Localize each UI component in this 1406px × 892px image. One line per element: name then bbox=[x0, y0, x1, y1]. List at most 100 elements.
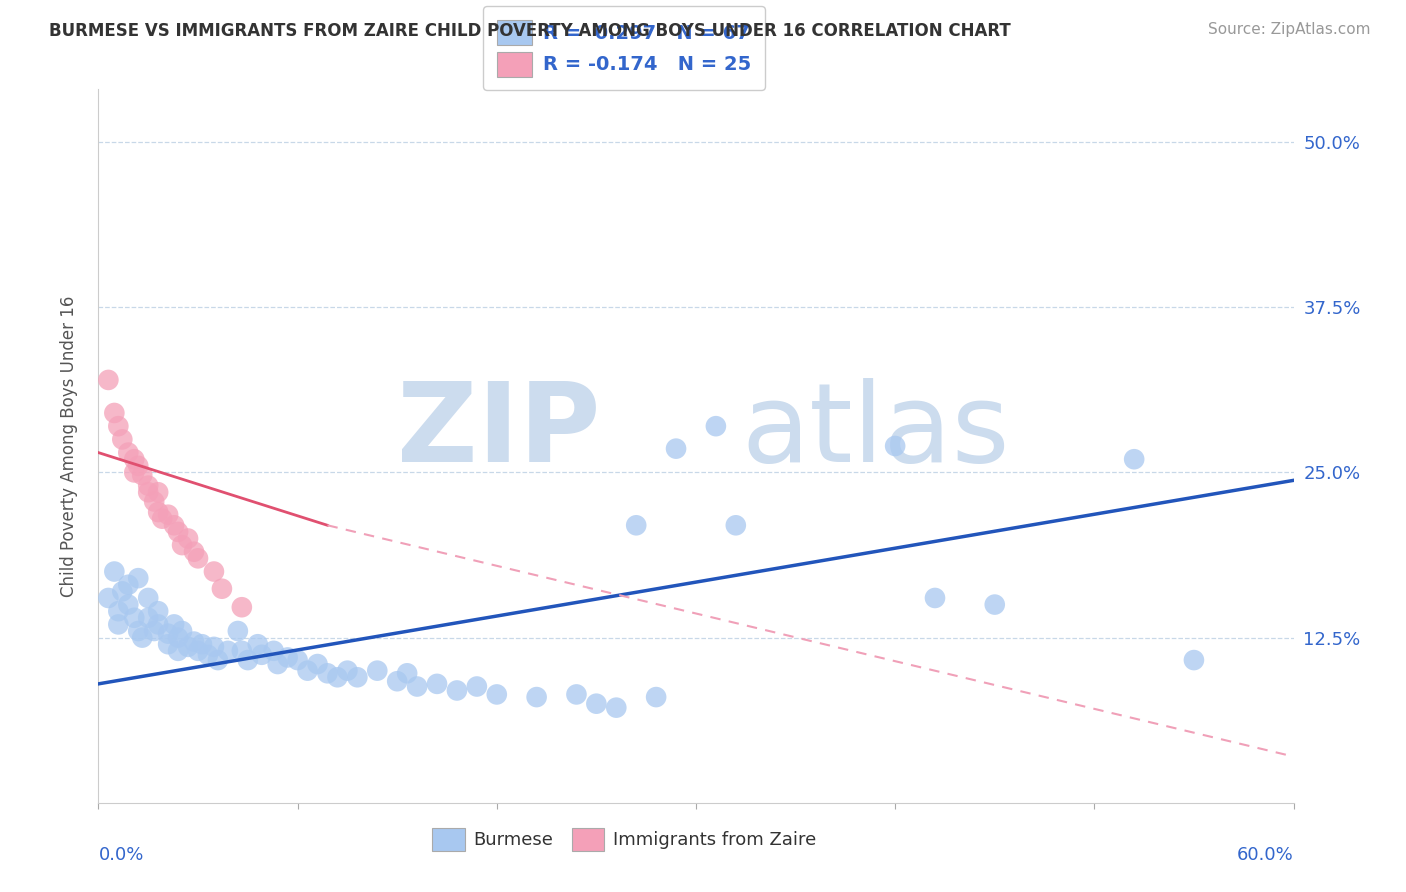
Point bbox=[131, 631, 153, 645]
Point bbox=[127, 571, 149, 585]
Point bbox=[336, 664, 359, 678]
Point bbox=[366, 664, 388, 678]
Point bbox=[277, 650, 299, 665]
Point bbox=[202, 565, 225, 579]
Point bbox=[107, 604, 129, 618]
Point bbox=[131, 468, 153, 483]
Point bbox=[167, 524, 190, 539]
Text: 60.0%: 60.0% bbox=[1237, 846, 1294, 863]
Point bbox=[1123, 452, 1146, 467]
Point bbox=[236, 653, 259, 667]
Point bbox=[97, 591, 120, 605]
Point bbox=[231, 600, 253, 615]
Point bbox=[316, 666, 339, 681]
Point bbox=[526, 690, 548, 704]
Point bbox=[136, 478, 159, 492]
Point bbox=[148, 485, 170, 500]
Point bbox=[163, 518, 186, 533]
Point bbox=[426, 677, 449, 691]
Point bbox=[97, 373, 120, 387]
Point bbox=[172, 538, 194, 552]
Text: Source: ZipAtlas.com: Source: ZipAtlas.com bbox=[1208, 22, 1371, 37]
Text: 0.0%: 0.0% bbox=[98, 846, 143, 863]
Point bbox=[307, 657, 329, 671]
Point bbox=[136, 591, 159, 605]
Point bbox=[211, 582, 233, 596]
Point bbox=[127, 624, 149, 638]
Point bbox=[187, 551, 209, 566]
Y-axis label: Child Poverty Among Boys Under 16: Child Poverty Among Boys Under 16 bbox=[59, 295, 77, 597]
Point bbox=[107, 617, 129, 632]
Point bbox=[136, 485, 159, 500]
Text: ZIP: ZIP bbox=[396, 378, 600, 485]
Point bbox=[465, 680, 488, 694]
Point bbox=[136, 611, 159, 625]
Point bbox=[163, 617, 186, 632]
Point bbox=[124, 452, 146, 467]
Point bbox=[297, 664, 319, 678]
Point bbox=[385, 674, 409, 689]
Point bbox=[117, 578, 139, 592]
Point bbox=[117, 445, 139, 459]
Point bbox=[446, 683, 468, 698]
Point bbox=[183, 545, 205, 559]
Point bbox=[226, 624, 249, 638]
Point bbox=[231, 644, 253, 658]
Point bbox=[645, 690, 668, 704]
Point bbox=[177, 640, 200, 654]
Point bbox=[884, 439, 907, 453]
Point bbox=[626, 518, 648, 533]
Point bbox=[217, 644, 239, 658]
Point bbox=[148, 505, 170, 519]
Point bbox=[111, 433, 134, 447]
Point bbox=[346, 670, 368, 684]
Text: atlas: atlas bbox=[741, 378, 1010, 485]
Point bbox=[250, 648, 273, 662]
Point bbox=[396, 666, 419, 681]
Point bbox=[150, 511, 173, 525]
Point bbox=[177, 532, 200, 546]
Point bbox=[191, 637, 214, 651]
Point bbox=[143, 494, 166, 508]
Legend: Burmese, Immigrants from Zaire: Burmese, Immigrants from Zaire bbox=[425, 821, 824, 858]
Point bbox=[263, 644, 285, 658]
Point bbox=[202, 640, 225, 654]
Text: BURMESE VS IMMIGRANTS FROM ZAIRE CHILD POVERTY AMONG BOYS UNDER 16 CORRELATION C: BURMESE VS IMMIGRANTS FROM ZAIRE CHILD P… bbox=[49, 22, 1011, 40]
Point bbox=[117, 598, 139, 612]
Point bbox=[724, 518, 747, 533]
Point bbox=[246, 637, 269, 651]
Point bbox=[565, 688, 588, 702]
Point bbox=[111, 584, 134, 599]
Point bbox=[1182, 653, 1205, 667]
Point bbox=[704, 419, 727, 434]
Point bbox=[326, 670, 349, 684]
Point bbox=[287, 653, 309, 667]
Point bbox=[605, 700, 627, 714]
Point bbox=[157, 637, 180, 651]
Point bbox=[107, 419, 129, 434]
Point bbox=[103, 406, 125, 420]
Point bbox=[485, 688, 508, 702]
Point bbox=[103, 565, 125, 579]
Point bbox=[984, 598, 1007, 612]
Point bbox=[267, 657, 290, 671]
Point bbox=[167, 631, 190, 645]
Point bbox=[585, 697, 607, 711]
Point bbox=[183, 634, 205, 648]
Point bbox=[148, 604, 170, 618]
Point bbox=[172, 624, 194, 638]
Point bbox=[157, 508, 180, 522]
Point bbox=[167, 644, 190, 658]
Point bbox=[124, 466, 146, 480]
Point bbox=[127, 458, 149, 473]
Point bbox=[197, 648, 219, 662]
Point bbox=[143, 624, 166, 638]
Point bbox=[187, 644, 209, 658]
Point bbox=[207, 653, 229, 667]
Point bbox=[665, 442, 688, 456]
Point bbox=[406, 680, 429, 694]
Point bbox=[924, 591, 946, 605]
Point bbox=[124, 611, 146, 625]
Point bbox=[148, 617, 170, 632]
Point bbox=[157, 626, 180, 640]
